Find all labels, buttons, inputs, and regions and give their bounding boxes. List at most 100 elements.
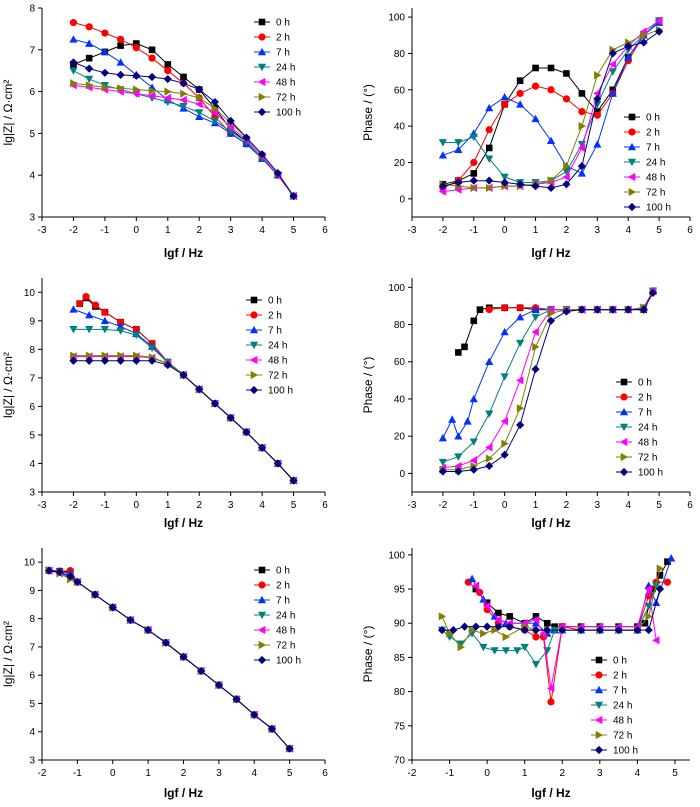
data-point bbox=[195, 85, 204, 94]
data-point bbox=[501, 304, 509, 312]
data-point bbox=[531, 114, 540, 123]
y-tick-label: 3 bbox=[29, 488, 35, 499]
data-point bbox=[100, 356, 109, 365]
legend-marker bbox=[620, 452, 629, 462]
x-tick-label: 1 bbox=[145, 768, 151, 779]
data-point bbox=[547, 309, 556, 318]
data-point bbox=[485, 454, 494, 463]
x-tick-label: 4 bbox=[259, 500, 265, 511]
chart-panel-3: -3 -2 -1 0 1 2 3 4 5 6 3 4 5 6 7 8 9 10 lgf / Hz lg|Z| / Ω·… bbox=[1, 278, 328, 530]
x-tick-label: 3 bbox=[595, 225, 601, 236]
data-point bbox=[491, 625, 499, 635]
y-tick-label: 20 bbox=[394, 432, 406, 443]
legend-label: 0 h bbox=[646, 113, 660, 124]
data-point bbox=[664, 558, 671, 565]
legend-label: 72 h bbox=[646, 188, 665, 199]
data-point bbox=[494, 615, 502, 624]
data-point bbox=[516, 404, 525, 413]
data-point bbox=[624, 52, 633, 61]
y-tick-label: 10 bbox=[24, 288, 36, 299]
x-tick-label: -2 bbox=[69, 500, 78, 511]
data-point bbox=[132, 331, 141, 340]
data-point bbox=[656, 572, 664, 579]
data-point bbox=[655, 584, 665, 594]
data-point bbox=[195, 109, 204, 117]
data-point bbox=[562, 172, 570, 182]
y-tick-label: 6 bbox=[29, 402, 35, 413]
data-point bbox=[148, 46, 156, 54]
data-point bbox=[531, 82, 540, 90]
data-point bbox=[469, 394, 478, 403]
data-point bbox=[69, 19, 78, 27]
series-line bbox=[49, 569, 290, 750]
chart-panel-6: -2 -1 0 1 2 3 4 5 70 75 80 85 90 95 100 lgf / Hz Phase /… bbox=[361, 548, 690, 800]
legend-label: 48 h bbox=[276, 626, 295, 637]
legend-marker bbox=[258, 33, 266, 41]
data-point bbox=[494, 622, 503, 631]
series-5 bbox=[471, 581, 660, 693]
data-point bbox=[485, 103, 494, 112]
y-tick-label: 90 bbox=[394, 619, 406, 630]
data-point bbox=[516, 180, 525, 189]
data-point bbox=[501, 439, 509, 448]
data-point bbox=[506, 613, 513, 620]
legend-marker bbox=[619, 437, 628, 447]
legend-label: 0 h bbox=[276, 18, 290, 29]
data-point bbox=[531, 182, 540, 191]
data-point bbox=[485, 443, 493, 452]
x-tick-label: 5 bbox=[291, 500, 297, 511]
x-tick-label: 6 bbox=[322, 225, 328, 236]
data-point bbox=[469, 456, 478, 465]
data-point bbox=[663, 578, 672, 586]
data-point bbox=[210, 97, 220, 107]
y-tick-label: 8 bbox=[29, 4, 35, 15]
data-point bbox=[608, 60, 617, 69]
data-point bbox=[258, 443, 267, 452]
legend-marker bbox=[595, 671, 603, 679]
data-point bbox=[273, 459, 282, 468]
data-point bbox=[532, 633, 540, 641]
x-axis-label: lgf / Hz bbox=[531, 246, 570, 260]
data-point bbox=[639, 27, 647, 36]
legend-marker bbox=[249, 355, 258, 365]
data-point bbox=[644, 625, 653, 635]
data-point bbox=[485, 144, 493, 152]
data-point bbox=[640, 31, 648, 40]
data-point bbox=[69, 305, 78, 313]
data-point bbox=[485, 155, 494, 163]
legend-label: 100 h bbox=[638, 468, 663, 479]
x-tick-label: 5 bbox=[291, 225, 297, 236]
x-tick-label: 6 bbox=[687, 500, 693, 511]
y-tick-label: 0 bbox=[399, 469, 405, 480]
x-tick-label: 0 bbox=[134, 225, 140, 236]
legend-marker bbox=[250, 296, 258, 304]
data-point bbox=[547, 64, 555, 72]
data-point bbox=[454, 453, 463, 461]
legend-marker bbox=[257, 611, 267, 620]
x-tick-label: 2 bbox=[564, 500, 570, 511]
data-point bbox=[546, 136, 556, 144]
x-tick-label: 4 bbox=[625, 225, 631, 236]
legend-label: 72 h bbox=[276, 93, 295, 104]
data-point bbox=[242, 133, 251, 142]
legend-marker bbox=[594, 745, 604, 755]
data-point bbox=[593, 305, 602, 314]
data-point bbox=[624, 42, 633, 51]
legend-marker bbox=[628, 187, 637, 197]
data-point bbox=[101, 29, 109, 37]
data-point bbox=[461, 343, 468, 351]
data-point bbox=[117, 351, 125, 360]
legend-marker bbox=[257, 77, 266, 87]
data-point bbox=[90, 590, 100, 599]
legend-label: 100 h bbox=[276, 656, 301, 667]
series-line bbox=[48, 570, 290, 750]
legend-label: 7 h bbox=[646, 143, 660, 154]
x-tick-label: 4 bbox=[635, 768, 641, 779]
data-point bbox=[500, 373, 509, 381]
data-point bbox=[179, 79, 188, 88]
data-point bbox=[483, 599, 491, 607]
data-point bbox=[163, 93, 172, 102]
data-point bbox=[500, 327, 509, 336]
y-tick-label: 4 bbox=[29, 171, 35, 182]
